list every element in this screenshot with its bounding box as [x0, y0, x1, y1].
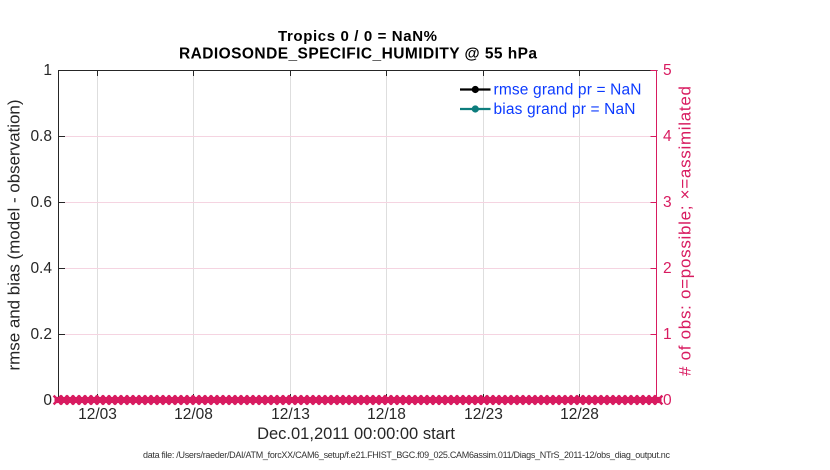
- svg-text:1: 1: [43, 62, 52, 79]
- svg-text:12/03: 12/03: [78, 406, 117, 423]
- svg-text:Dec.01,2011 00:00:00 start: Dec.01,2011 00:00:00 start: [257, 425, 455, 443]
- svg-text:0.2: 0.2: [30, 326, 52, 343]
- svg-text:12/13: 12/13: [271, 406, 310, 423]
- svg-text:12/08: 12/08: [174, 406, 213, 423]
- svg-text:RADIOSONDE_SPECIFIC_HUMIDITY @: RADIOSONDE_SPECIFIC_HUMIDITY @ 55 hPa: [179, 46, 537, 63]
- svg-text:12/18: 12/18: [367, 406, 406, 423]
- svg-text:2: 2: [663, 260, 672, 277]
- svg-text:0.6: 0.6: [30, 194, 52, 211]
- svg-text:3: 3: [663, 194, 672, 211]
- svg-text:bias grand pr = NaN: bias grand pr = NaN: [494, 101, 636, 118]
- svg-text:Tropics 0 / 0 = NaN%: Tropics 0 / 0 = NaN%: [278, 28, 437, 45]
- svg-text:0: 0: [663, 392, 672, 409]
- svg-text:1: 1: [663, 326, 672, 343]
- svg-text:5: 5: [663, 62, 672, 79]
- svg-text:0.8: 0.8: [30, 128, 52, 145]
- svg-text:rmse and bias (model - observa: rmse and bias (model - observation): [5, 100, 24, 371]
- svg-text:12/28: 12/28: [560, 406, 599, 423]
- svg-text:0.4: 0.4: [30, 260, 52, 277]
- svg-text:12/23: 12/23: [464, 406, 503, 423]
- svg-text:rmse grand pr = NaN: rmse grand pr = NaN: [494, 82, 642, 99]
- svg-text:# of obs: o=possible; ×=assimi: # of obs: o=possible; ×=assimilated: [676, 86, 695, 376]
- svg-text:4: 4: [663, 128, 672, 145]
- svg-text:data file: /Users/raeder/DAI/A: data file: /Users/raeder/DAI/ATM_forcXX/…: [143, 450, 670, 460]
- svg-text:0: 0: [43, 392, 52, 409]
